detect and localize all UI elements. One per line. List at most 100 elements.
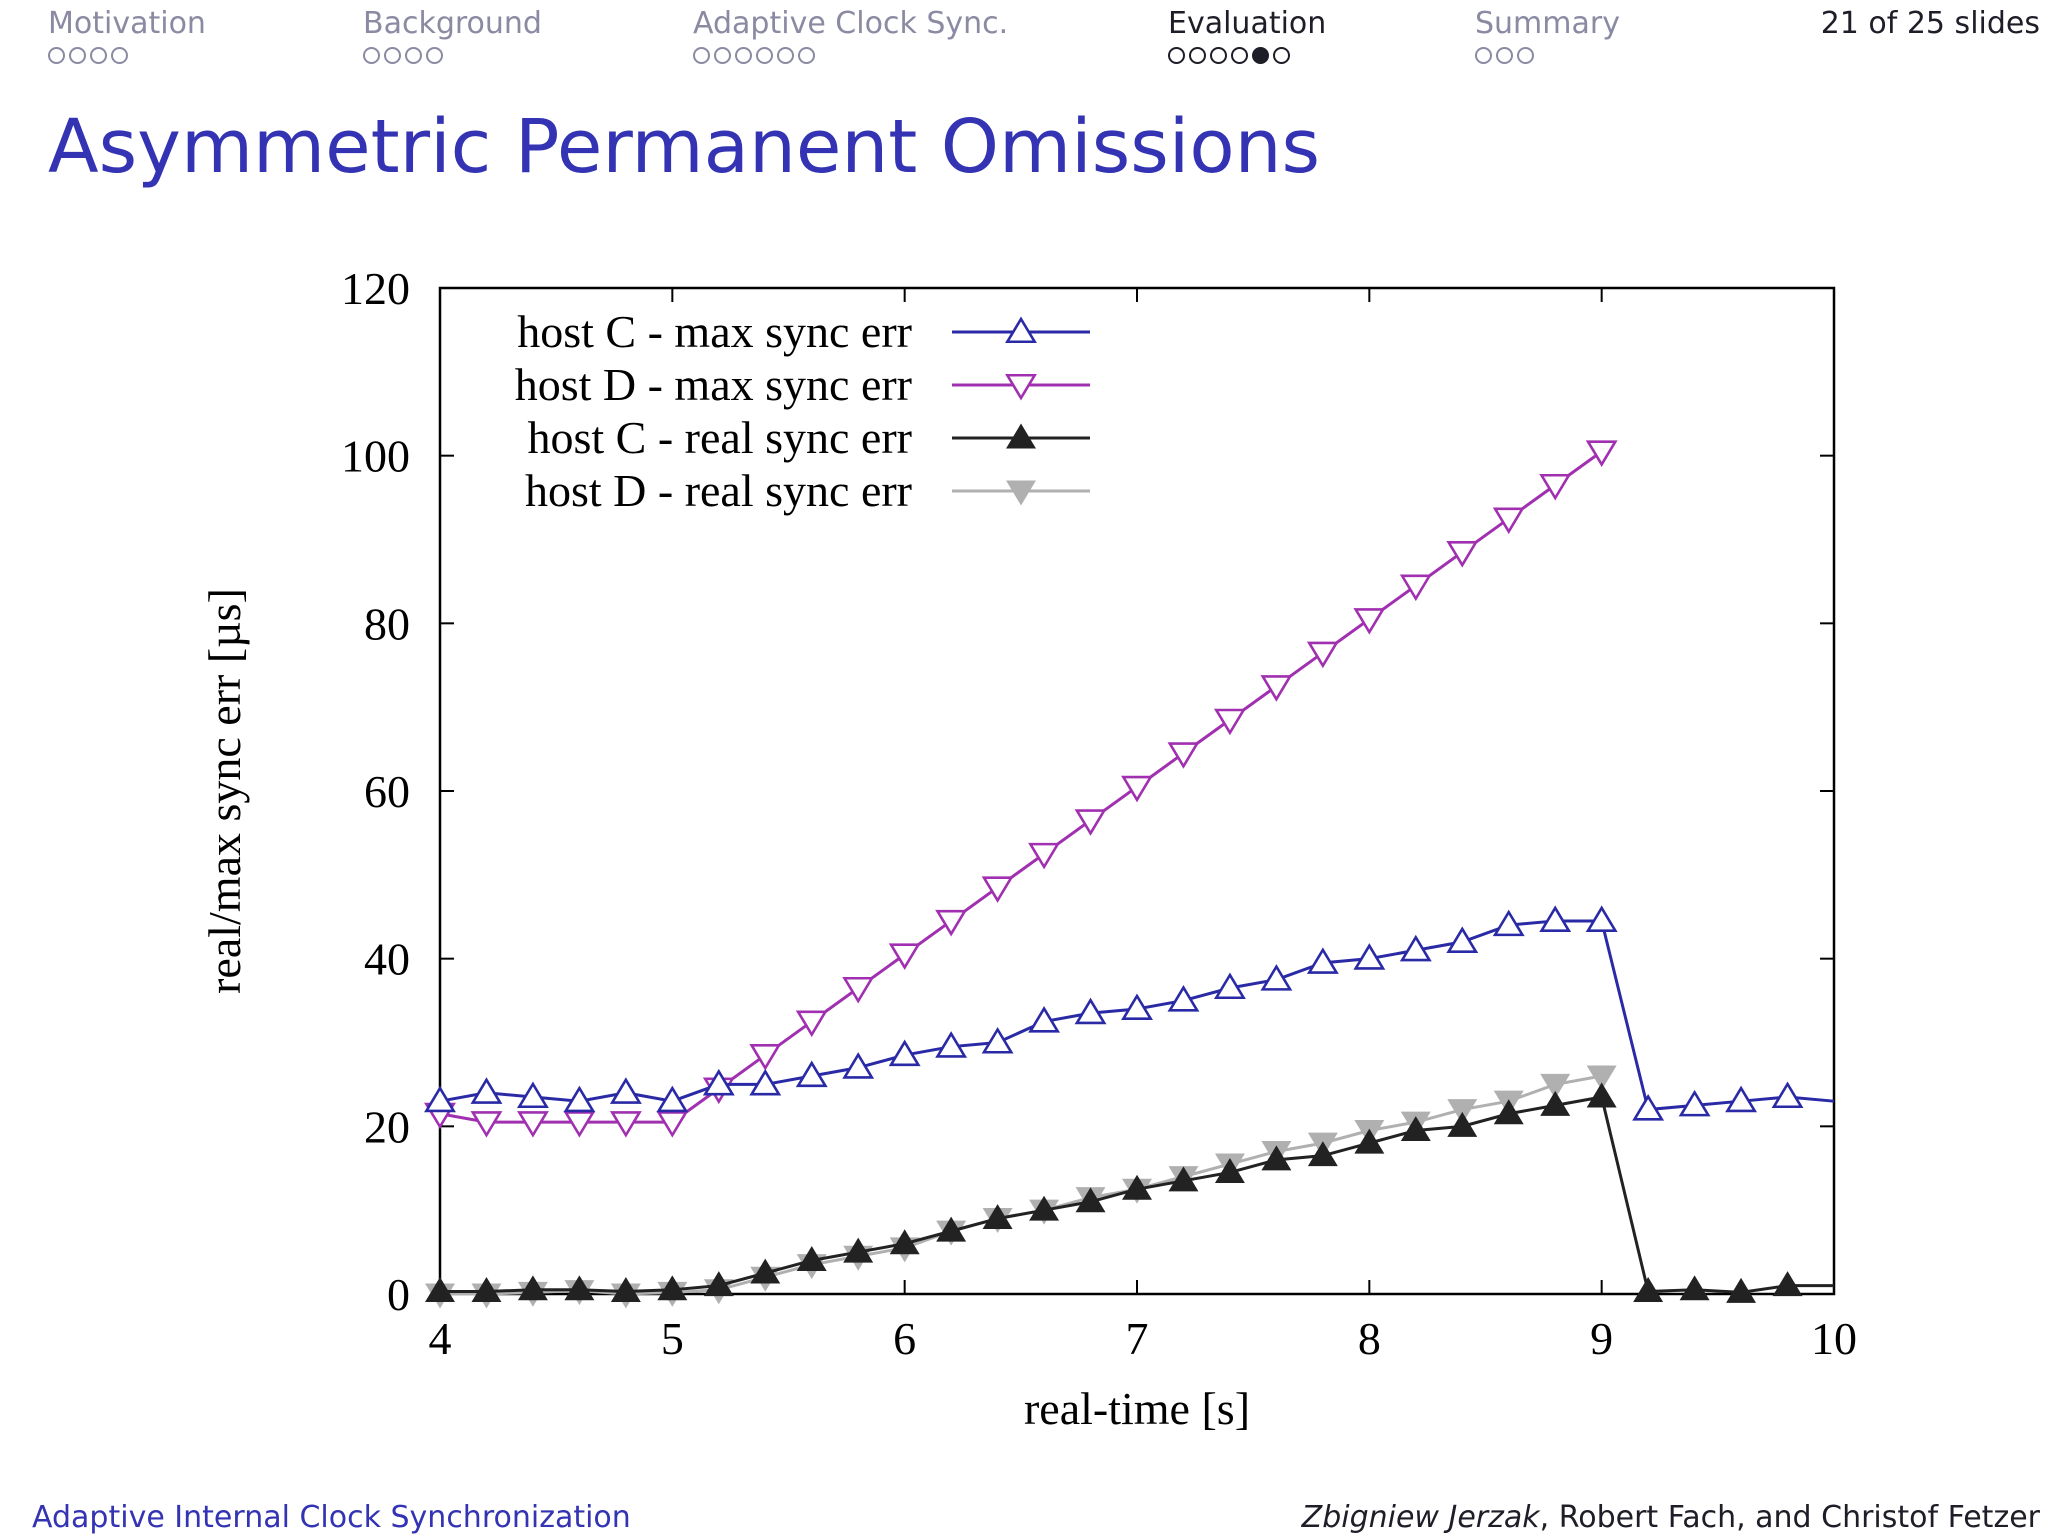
chart-series-layer xyxy=(424,440,1835,1309)
nav-slide-dot[interactable] xyxy=(48,47,65,64)
x-axis-label: real-time [s] xyxy=(1024,1383,1250,1434)
data-point xyxy=(1028,842,1061,870)
data-point xyxy=(516,1081,549,1109)
nav-slide-dot[interactable] xyxy=(384,47,401,64)
y-tick-label: 100 xyxy=(341,431,410,482)
series-line xyxy=(439,450,1603,1124)
legend-entry: host D - real sync err xyxy=(525,465,1090,516)
data-point xyxy=(1492,909,1525,937)
y-axis-label: real/max sync err [µs] xyxy=(199,588,250,994)
nav-section-label: Background xyxy=(363,6,542,41)
nav-slide-dot[interactable] xyxy=(69,47,86,64)
nav-slide-dot[interactable] xyxy=(1475,47,1492,64)
data-point xyxy=(563,1085,596,1113)
data-point xyxy=(1679,1275,1710,1301)
x-tick-label: 6 xyxy=(893,1313,916,1364)
data-point xyxy=(1306,641,1339,669)
data-point xyxy=(564,1275,595,1301)
data-point xyxy=(470,1111,503,1138)
nav-section-evaluation[interactable]: Evaluation xyxy=(1168,6,1326,69)
nav-slide-dot[interactable] xyxy=(714,47,731,64)
data-point xyxy=(1399,934,1432,962)
slide-counter: 21 of 25 slides xyxy=(1820,6,2040,41)
x-tick-label: 8 xyxy=(1358,1313,1381,1364)
data-point xyxy=(1074,809,1107,836)
nav-slide-dot[interactable] xyxy=(1168,47,1185,64)
y-tick-label: 20 xyxy=(364,1101,410,1152)
data-point xyxy=(1493,1099,1524,1125)
nav-section-motivation[interactable]: Motivation xyxy=(48,6,206,69)
data-point xyxy=(889,1229,920,1255)
nav-section-adaptive-clock-sync[interactable]: Adaptive Clock Sync. xyxy=(693,6,1008,69)
data-point xyxy=(1167,985,1200,1012)
nav-slide-dot[interactable] xyxy=(1496,47,1513,64)
nav-slide-dot[interactable] xyxy=(426,47,443,64)
data-point xyxy=(563,1111,596,1138)
y-tick-label: 60 xyxy=(364,766,410,817)
series-host-d-real-sync-err xyxy=(425,1065,1617,1309)
nav-section-label: Summary xyxy=(1475,6,1620,41)
nav-slide-dot[interactable] xyxy=(1273,47,1290,64)
nav-section-summary[interactable]: Summary xyxy=(1475,6,1620,69)
nav-section-dots xyxy=(693,47,1008,69)
nav-slide-dot[interactable] xyxy=(777,47,794,64)
nav-slide-dot[interactable] xyxy=(405,47,422,64)
x-tick-label: 5 xyxy=(661,1313,684,1364)
data-point xyxy=(1772,1271,1803,1297)
nav-section-label: Evaluation xyxy=(1168,6,1327,41)
nav-section-background[interactable]: Background xyxy=(363,6,542,69)
data-point xyxy=(1260,964,1293,991)
data-point xyxy=(1075,1187,1106,1213)
data-point xyxy=(517,1275,548,1301)
legend-entry: host D - max sync err xyxy=(515,359,1090,410)
data-point xyxy=(1585,440,1618,468)
data-point xyxy=(610,1277,641,1302)
nav-slide-dot[interactable] xyxy=(111,47,128,64)
data-point xyxy=(1586,1082,1617,1108)
nav-slide-dot[interactable] xyxy=(1252,47,1269,64)
data-point xyxy=(1029,1195,1060,1221)
nav-slide-dot[interactable] xyxy=(693,47,710,64)
legend-entry: host C - real sync err xyxy=(528,412,1090,463)
nav-slide-dot[interactable] xyxy=(90,47,107,64)
nav-slide-dot[interactable] xyxy=(756,47,773,64)
data-point xyxy=(982,1204,1013,1230)
nav-slide-dot[interactable] xyxy=(798,47,815,64)
series-host-c-max-sync-err xyxy=(424,905,1835,1121)
data-point xyxy=(1400,1116,1431,1142)
footer-author-presenter: Zbigniew Jerzak xyxy=(1301,1500,1540,1535)
nav-slide-dot[interactable] xyxy=(1189,47,1206,64)
data-point xyxy=(1353,943,1386,970)
data-point xyxy=(1028,1006,1061,1033)
data-point xyxy=(1354,1128,1385,1154)
nav-section-dots xyxy=(363,47,542,69)
data-point xyxy=(1306,947,1339,974)
y-tick-label: 120 xyxy=(341,263,410,314)
y-tick-label: 40 xyxy=(364,934,410,985)
nav-section-dots xyxy=(1475,47,1620,69)
data-point xyxy=(1585,905,1618,932)
data-point xyxy=(1447,1111,1478,1137)
nav-slide-dot[interactable] xyxy=(363,47,380,64)
footer-presentation-title: Adaptive Internal Clock Synchronization xyxy=(32,1500,631,1535)
data-point xyxy=(1122,1174,1152,1200)
legend-label: host C - max sync err xyxy=(517,306,912,357)
data-point xyxy=(1213,972,1246,1000)
x-tick-label: 4 xyxy=(429,1313,452,1364)
data-point xyxy=(609,1077,642,1104)
legend-label: host D - real sync err xyxy=(525,465,912,516)
data-point xyxy=(424,1085,456,1113)
data-point xyxy=(702,1068,735,1096)
data-point xyxy=(935,1031,968,1058)
slide-navigation: Motivation Background Adaptive Clock Syn… xyxy=(0,0,2048,80)
data-point xyxy=(1771,1081,1804,1109)
nav-slide-dot[interactable] xyxy=(1210,47,1227,64)
nav-slide-dot[interactable] xyxy=(735,47,752,64)
data-point xyxy=(936,1216,967,1242)
nav-slide-dot[interactable] xyxy=(1231,47,1248,64)
nav-slide-dot[interactable] xyxy=(1517,47,1534,64)
data-point xyxy=(842,1052,875,1079)
nav-section-dots xyxy=(48,47,206,69)
legend-label: host D - max sync err xyxy=(515,359,912,410)
